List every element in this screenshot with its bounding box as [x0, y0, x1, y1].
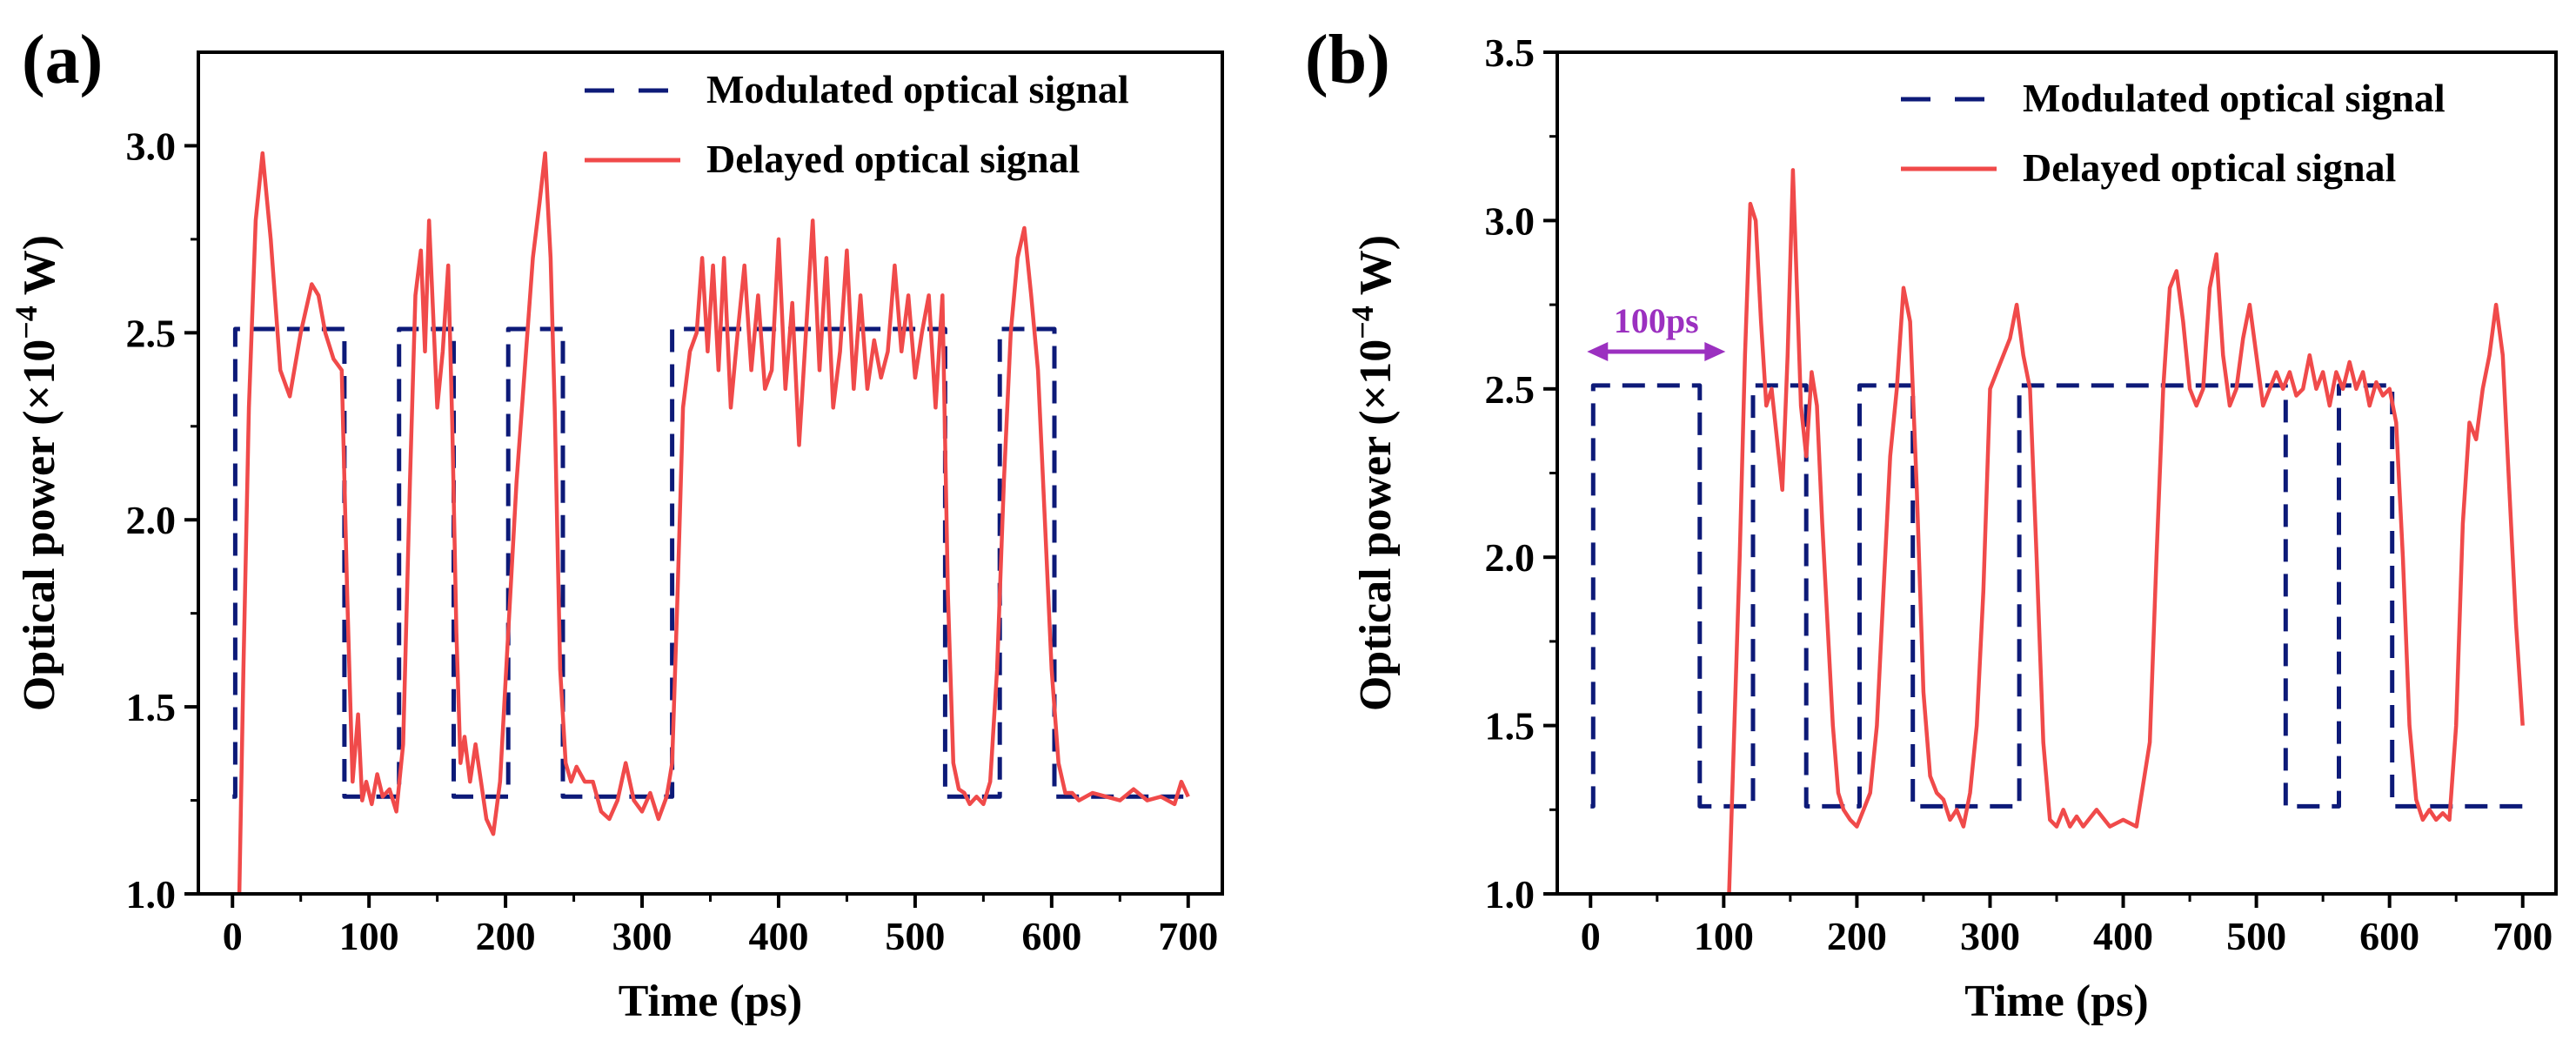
y-axis-title-unit: W) — [1351, 235, 1401, 306]
x-tick-label: 300 — [612, 914, 672, 958]
x-tick-label: 100 — [339, 914, 399, 958]
x-tick-label: 0 — [1581, 914, 1601, 958]
delay-arrow-head-right — [1704, 342, 1726, 361]
y-tick-label: 3.5 — [1485, 30, 1536, 75]
x-tick-label: 600 — [2359, 914, 2419, 958]
series-modulated-line — [1590, 383, 2523, 809]
delay-annotation: 100ps — [1587, 301, 1726, 361]
y-axis-title: Optical power (×10−4 W) — [1345, 235, 1401, 711]
x-tick-label: 300 — [1960, 914, 2020, 958]
panel-label: (a) — [22, 22, 103, 98]
y-axis-title-unit: W) — [15, 235, 64, 306]
delay-arrow-head-left — [1587, 342, 1609, 361]
x-tick-label: 0 — [223, 914, 243, 958]
x-axis-title: Time (ps) — [1964, 977, 2148, 1026]
x-tick-label: 500 — [2226, 914, 2286, 958]
legend-label-delayed: Delayed optical signal — [706, 137, 1080, 181]
y-tick-label: 2.5 — [126, 311, 177, 355]
y-tick-label: 2.0 — [1485, 535, 1536, 580]
y-tick-label: 3.0 — [126, 124, 177, 168]
series-delayed-line — [1727, 168, 2525, 894]
y-axis-title-text: Optical power (×10 — [15, 339, 64, 711]
x-tick-label: 200 — [1827, 914, 1887, 958]
y-tick-label: 1.0 — [126, 872, 177, 917]
delay-annotation-label: 100ps — [1614, 301, 1699, 340]
chart-panel-2: (b) 0 100 200 300 400 500 600 700 1.0 1.5 2.0 2.5 3.0… — [1305, 22, 2558, 1026]
y-tick-label: 1.5 — [1485, 704, 1536, 749]
x-tick-label: 400 — [748, 914, 808, 958]
x-tick-label: 700 — [1158, 914, 1218, 958]
x-tick-label: 700 — [2492, 914, 2553, 958]
y-axis-title-text: Optical power (×10 — [1351, 339, 1401, 711]
y-tick-label: 2.0 — [126, 498, 177, 542]
y-tick-label: 1.5 — [126, 685, 177, 729]
panel-label: (b) — [1305, 22, 1390, 98]
legend: Modulated optical signal Delayed optical … — [1901, 76, 2446, 190]
x-tick-label: 400 — [2093, 914, 2153, 958]
legend-label-modulated: Modulated optical signal — [706, 67, 1129, 111]
y-axis-title: Optical power (×10−4 W) — [9, 235, 64, 711]
legend: Modulated optical signal Delayed optical … — [585, 67, 1129, 181]
series-delayed-line — [237, 151, 1190, 894]
chart-panel-1: (a) 0 100 200 300 400 500 600 700 1.0 1.5 2.0 2.5 3.0… — [9, 22, 1224, 1026]
y-tick-label: 2.5 — [1485, 367, 1536, 412]
x-tick-label: 200 — [476, 914, 536, 958]
x-tick-label: 600 — [1021, 914, 1081, 958]
legend-label-modulated: Modulated optical signal — [2023, 76, 2446, 120]
x-tick-label: 100 — [1694, 914, 1754, 958]
legend-label-delayed: Delayed optical signal — [2023, 145, 2396, 190]
y-axis-title-exponent: −4 — [1345, 306, 1380, 339]
y-axis-title-exponent: −4 — [9, 306, 43, 339]
y-tick-label: 1.0 — [1485, 872, 1536, 917]
y-tick-label: 3.0 — [1485, 198, 1536, 243]
x-axis-title: Time (ps) — [619, 977, 802, 1026]
x-tick-label: 500 — [885, 914, 945, 958]
